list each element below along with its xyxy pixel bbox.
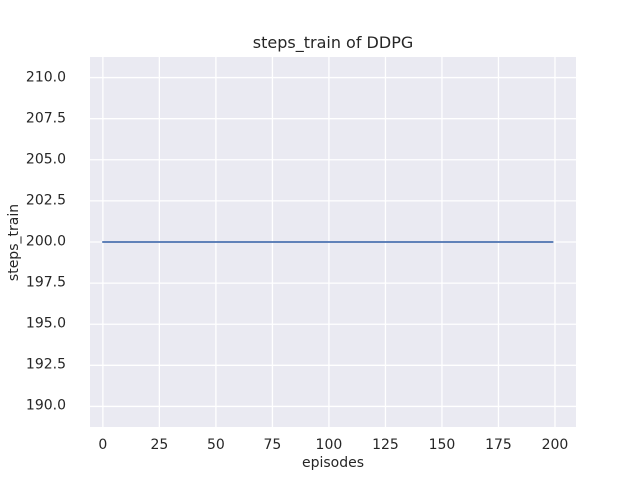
x-tick-label: 0 bbox=[98, 437, 108, 453]
y-tick-label: 202.5 bbox=[25, 192, 66, 209]
y-tick-label: 205.0 bbox=[25, 151, 66, 168]
plot-area bbox=[90, 57, 576, 427]
x-axis-label: episodes bbox=[301, 455, 365, 471]
y-tick-label: 192.5 bbox=[25, 356, 66, 373]
x-tick-label: 200 bbox=[541, 437, 569, 453]
x-tick-label: 50 bbox=[206, 437, 225, 453]
y-tick-label: 207.5 bbox=[25, 110, 66, 127]
y-tick-label: 195.0 bbox=[25, 315, 66, 332]
x-tick-label: 75 bbox=[263, 437, 282, 453]
chart-title: steps_train of DDPG bbox=[252, 33, 414, 52]
x-tick-label: 25 bbox=[150, 437, 169, 453]
y-tick-label: 197.5 bbox=[25, 274, 66, 291]
x-tick-label: 150 bbox=[428, 437, 456, 453]
x-tick-label: 175 bbox=[485, 437, 512, 453]
x-tick-label: 100 bbox=[315, 437, 343, 453]
x-tick-label: 125 bbox=[372, 437, 399, 453]
plot-canvas bbox=[90, 57, 576, 427]
y-tick-label: 190.0 bbox=[25, 397, 66, 414]
y-tick-label: 200.0 bbox=[25, 233, 66, 250]
y-tick-label: 210.0 bbox=[25, 69, 66, 86]
